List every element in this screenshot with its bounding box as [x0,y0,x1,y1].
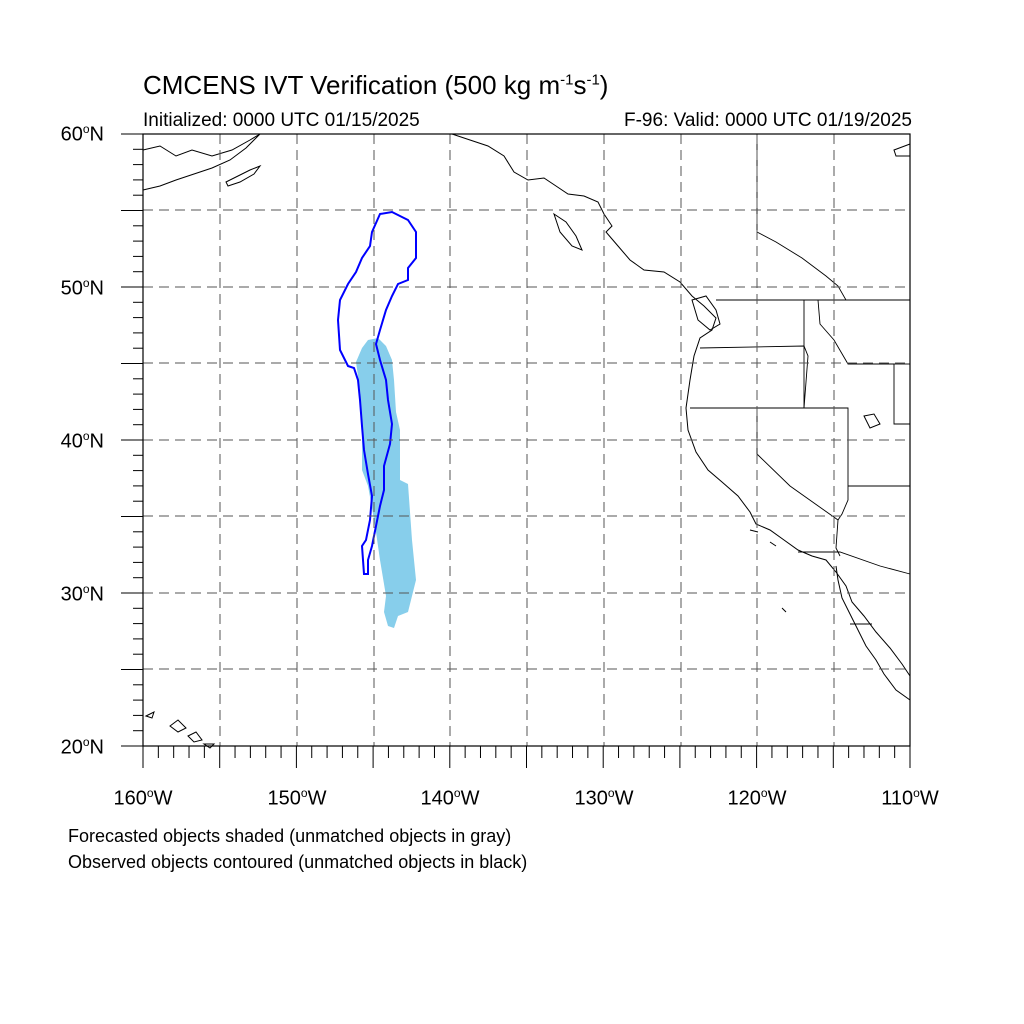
forecast-ivt-object [356,338,416,628]
lat-label-40n: 40oN [60,429,104,453]
lon-label-130w: 130oW [574,786,634,810]
forecast-note: Forecasted objects shaded (unmatched obj… [68,826,512,846]
lat-label-30n: 30oN [60,582,104,606]
political-borders [690,134,911,625]
observed-ivt-contour [336,210,417,575]
lon-label-150w: 150oW [267,786,327,810]
valid-label: F-96: Valid: 0000 UTC 01/19/2025 [624,110,912,131]
initialized-label: Initialized: 0000 UTC 01/15/2025 [143,110,420,131]
lon-label-140w: 140oW [420,786,480,810]
lon-label-110w: 110oW [881,786,939,810]
lon-label-160w: 160oW [113,786,173,810]
map-title: CMCENS IVT Verification (500 kg m-1s-1) [143,70,609,100]
lon-label-120w: 120oW [727,786,787,810]
observed-note: Observed objects contoured (unmatched ob… [68,852,528,872]
lat-label-60n: 60oN [60,122,104,146]
lat-lon-grid [143,134,910,746]
axis-ticks [121,133,911,768]
lat-label-50n: 50oN [60,276,104,300]
lat-label-20n: 20oN [60,735,104,759]
